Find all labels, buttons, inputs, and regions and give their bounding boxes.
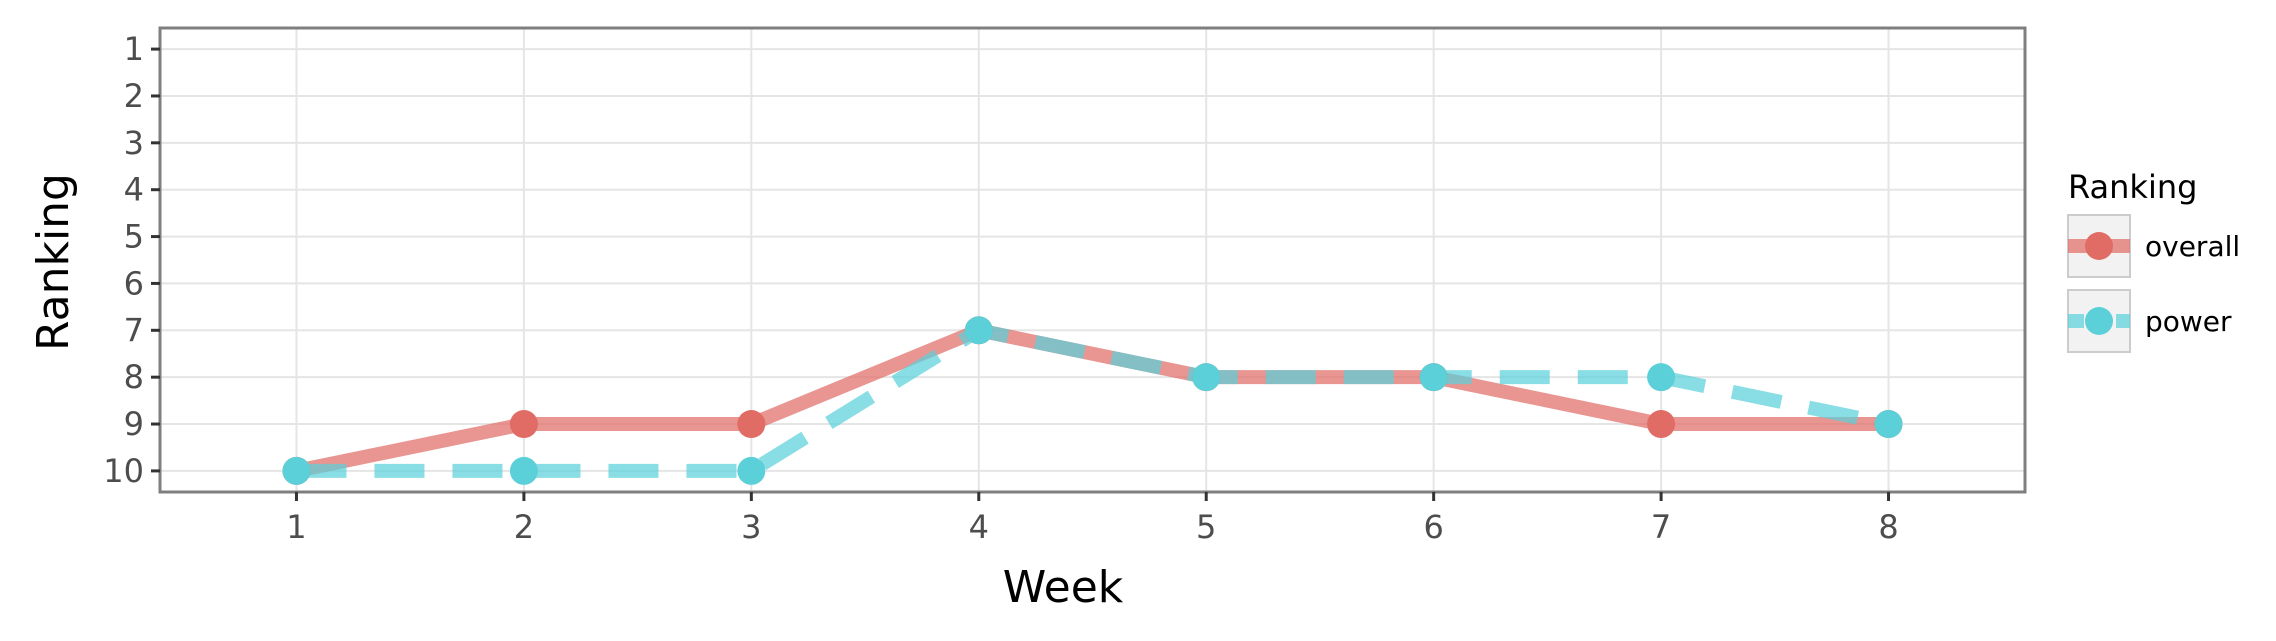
legend-title: Ranking (2068, 168, 2197, 206)
x-tick-label: 6 (1423, 508, 1443, 546)
data-point-overall (509, 410, 538, 439)
legend: Ranking overall power (2067, 168, 2240, 353)
data-point-power (1874, 410, 1903, 439)
data-point-power (1419, 363, 1448, 392)
legend-label-power: power (2145, 305, 2232, 338)
x-tick-label: 7 (1651, 508, 1671, 546)
y-tick-label: 1 (124, 30, 144, 68)
y-tick-label: 2 (124, 77, 144, 115)
x-tick-label: 5 (1196, 508, 1216, 546)
x-axis-title: Week (1003, 562, 1124, 613)
y-tick-label: 10 (103, 452, 144, 490)
data-point-overall (1647, 410, 1676, 439)
y-tick-label: 6 (124, 264, 144, 302)
x-tick-label: 8 (1878, 508, 1898, 546)
x-tick-label: 2 (514, 508, 534, 546)
x-tick-label: 1 (286, 508, 306, 546)
y-ticks: 1 2 3 4 5 6 7 8 9 10 (103, 30, 160, 490)
data-point-power (1192, 363, 1221, 392)
legend-marker-overall (2085, 232, 2113, 260)
legend-marker-power (2085, 307, 2113, 335)
y-tick-label: 7 (124, 311, 144, 349)
plot-background (160, 28, 2025, 492)
data-point-power (282, 456, 311, 485)
series-group (282, 316, 1903, 485)
x-tick-label: 3 (741, 508, 761, 546)
data-point-overall (737, 410, 766, 439)
y-tick-label: 8 (124, 358, 144, 396)
grid (160, 28, 2025, 492)
y-axis-title: Ranking (28, 173, 79, 351)
data-point-power (964, 316, 993, 345)
x-tick-label: 4 (969, 508, 989, 546)
x-ticks: 1 2 3 4 5 6 7 8 (286, 492, 1899, 546)
data-point-power (509, 456, 538, 485)
series-line-power (296, 323, 1890, 478)
legend-label-overall: overall (2145, 230, 2240, 263)
plot-border (158, 26, 2027, 494)
series-line-overall (295, 323, 1889, 478)
data-point-power (1647, 363, 1676, 392)
y-tick-label: 3 (124, 124, 144, 162)
data-point-power (737, 456, 766, 485)
y-tick-label: 5 (124, 218, 144, 256)
y-tick-label: 9 (124, 405, 144, 443)
y-tick-label: 4 (124, 171, 144, 209)
